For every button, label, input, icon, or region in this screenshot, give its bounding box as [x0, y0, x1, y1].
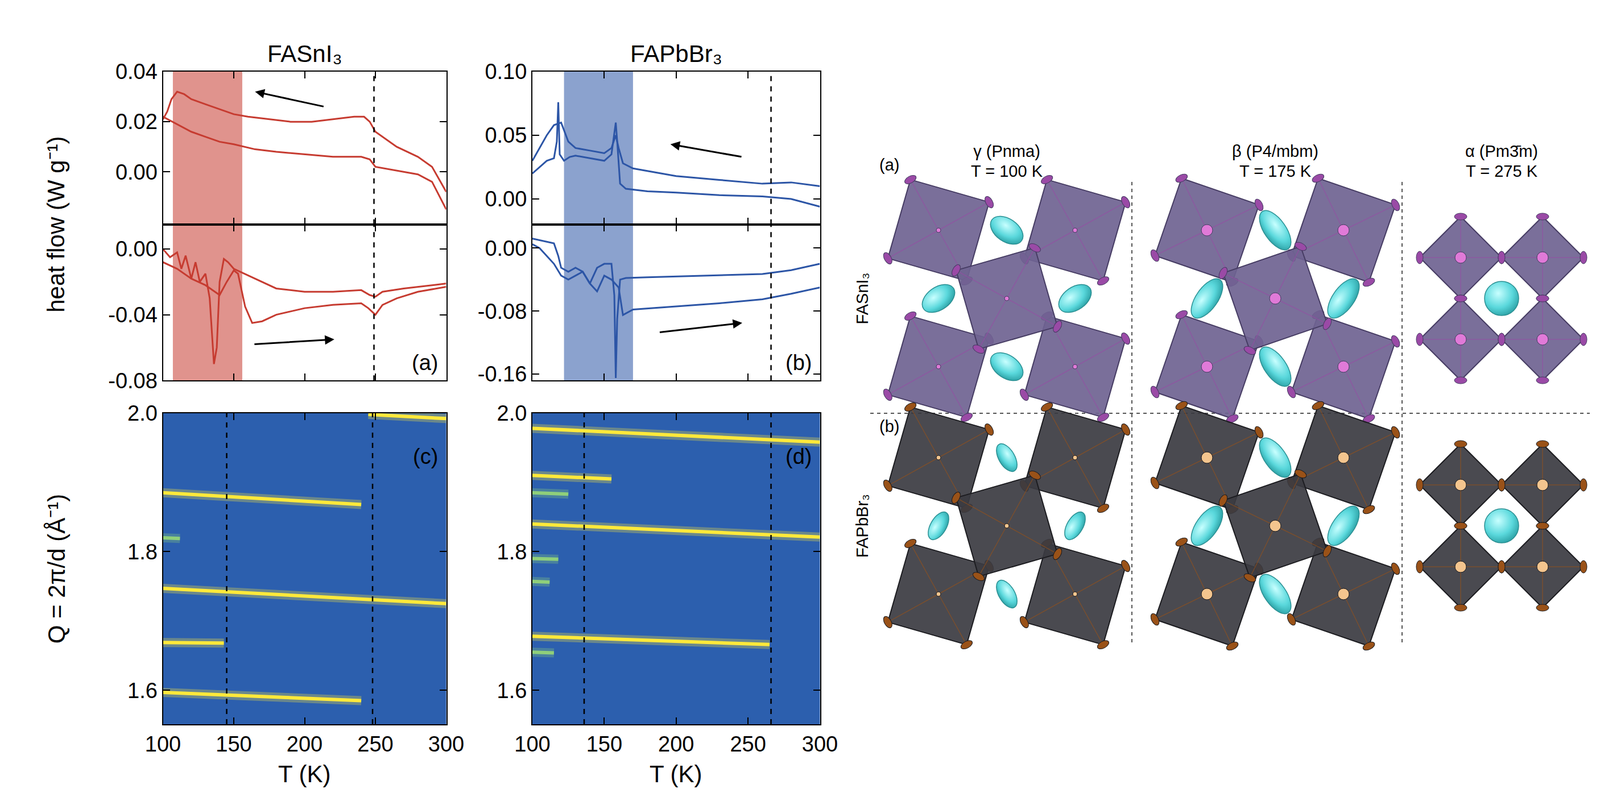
svg-text:1.6: 1.6: [127, 679, 158, 704]
svg-text:300: 300: [801, 732, 838, 757]
svg-text:0.00: 0.00: [484, 187, 527, 212]
svg-text:T = 100 K: T = 100 K: [970, 162, 1044, 181]
svg-text:0.00: 0.00: [115, 160, 158, 185]
svg-text:250: 250: [729, 732, 766, 757]
svg-text:(b): (b): [785, 350, 812, 375]
svg-text:T = 275 K: T = 275 K: [1465, 162, 1539, 181]
svg-text:100: 100: [145, 732, 181, 757]
svg-text:Q = 2π/d (Å⁻¹): Q = 2π/d (Å⁻¹): [43, 494, 70, 645]
svg-text:0.02: 0.02: [115, 109, 158, 134]
svg-text:γ (Pnma): γ (Pnma): [973, 142, 1041, 161]
svg-text:0.04: 0.04: [115, 59, 158, 84]
svg-text:200: 200: [286, 732, 323, 757]
svg-text:1.8: 1.8: [497, 540, 528, 565]
svg-text:(b): (b): [879, 417, 900, 436]
svg-text:0.00: 0.00: [484, 236, 527, 261]
svg-text:200: 200: [658, 732, 694, 757]
svg-text:α (Pm3̄m): α (Pm3̄m): [1465, 142, 1539, 161]
svg-text:300: 300: [428, 732, 465, 757]
svg-text:FAPbBr₃: FAPbBr₃: [630, 40, 723, 68]
svg-text:2.0: 2.0: [127, 401, 158, 426]
svg-text:150: 150: [215, 732, 252, 757]
svg-text:100: 100: [514, 732, 551, 757]
svg-text:1.8: 1.8: [127, 540, 158, 565]
svg-text:FAPbBr₃: FAPbBr₃: [853, 494, 872, 558]
svg-text:(a): (a): [411, 350, 438, 375]
svg-text:heat flow (W g⁻¹): heat flow (W g⁻¹): [42, 135, 70, 313]
svg-text:T (K): T (K): [278, 761, 332, 788]
svg-text:β (P4/mbm): β (P4/mbm): [1231, 142, 1319, 161]
svg-text:2.0: 2.0: [497, 401, 528, 426]
svg-text:0.05: 0.05: [484, 123, 527, 148]
svg-text:FASnI₃: FASnI₃: [853, 273, 872, 325]
svg-text:FASnI₃: FASnI₃: [267, 40, 343, 68]
svg-text:(d): (d): [785, 444, 812, 469]
svg-text:-0.08: -0.08: [477, 299, 528, 324]
svg-text:T (K): T (K): [649, 761, 703, 788]
svg-text:-0.08: -0.08: [108, 369, 158, 394]
svg-text:(c): (c): [412, 444, 438, 469]
svg-text:250: 250: [357, 732, 394, 757]
svg-text:1.6: 1.6: [497, 679, 528, 704]
svg-text:0.00: 0.00: [115, 237, 158, 262]
svg-text:(a): (a): [879, 155, 900, 175]
svg-text:150: 150: [586, 732, 623, 757]
svg-text:T = 175 K: T = 175 K: [1239, 162, 1312, 181]
svg-text:-0.16: -0.16: [477, 362, 528, 387]
svg-text:0.10: 0.10: [484, 59, 527, 84]
svg-text:-0.04: -0.04: [108, 303, 158, 328]
